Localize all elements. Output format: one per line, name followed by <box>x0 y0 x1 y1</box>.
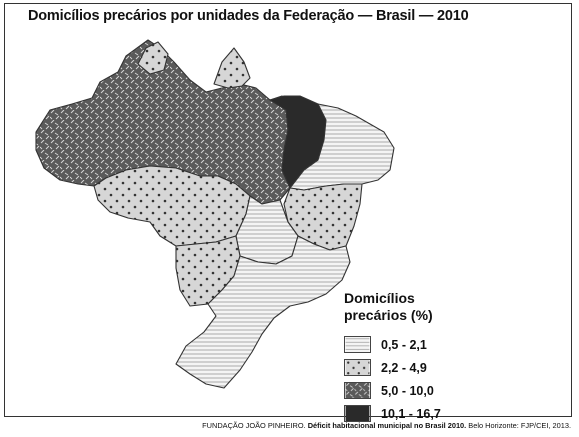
source-citation: FUNDAÇÃO JOÃO PINHEIRO. Déficit habitaci… <box>202 421 571 430</box>
state-amapa-dots <box>213 47 251 89</box>
legend-label-1: 2,2 - 4,9 <box>381 360 427 375</box>
swatch-dashes <box>344 382 371 399</box>
source-work: Déficit habitacional municipal no Brasil… <box>307 421 467 430</box>
source-author: FUNDAÇÃO JOÃO PINHEIRO. <box>202 421 306 430</box>
swatch-dots <box>344 359 371 376</box>
state-roraima-dots <box>137 41 169 75</box>
source-publisher: Belo Horizonte: FJP/CEI, 2013. <box>468 421 571 430</box>
legend-title-line1: Domicílios <box>344 290 415 306</box>
map-title: Domicílios precários por unidades da Fed… <box>28 8 469 24</box>
swatch-horizontal-lines <box>344 336 371 353</box>
legend-item-dark: 10,1 - 16,7 <box>344 402 544 425</box>
swatch-solid-dark <box>344 405 371 422</box>
legend-label-2: 5,0 - 10,0 <box>381 383 434 398</box>
brazil-map <box>35 39 395 389</box>
legend-item-lines: 0,5 - 2,1 <box>344 333 544 356</box>
legend-label-0: 0,5 - 2,1 <box>381 337 427 352</box>
map-legend: Domicílios precários (%) 0,5 - 2,1 2,2 -… <box>344 290 544 425</box>
legend-label-3: 10,1 - 16,7 <box>381 406 441 421</box>
legend-item-dots: 2,2 - 4,9 <box>344 356 544 379</box>
legend-title: Domicílios precários (%) <box>344 290 544 324</box>
legend-item-dashes: 5,0 - 10,0 <box>344 379 544 402</box>
legend-title-line2: precários (%) <box>344 307 433 323</box>
region-southeast-south-lines <box>175 235 351 389</box>
